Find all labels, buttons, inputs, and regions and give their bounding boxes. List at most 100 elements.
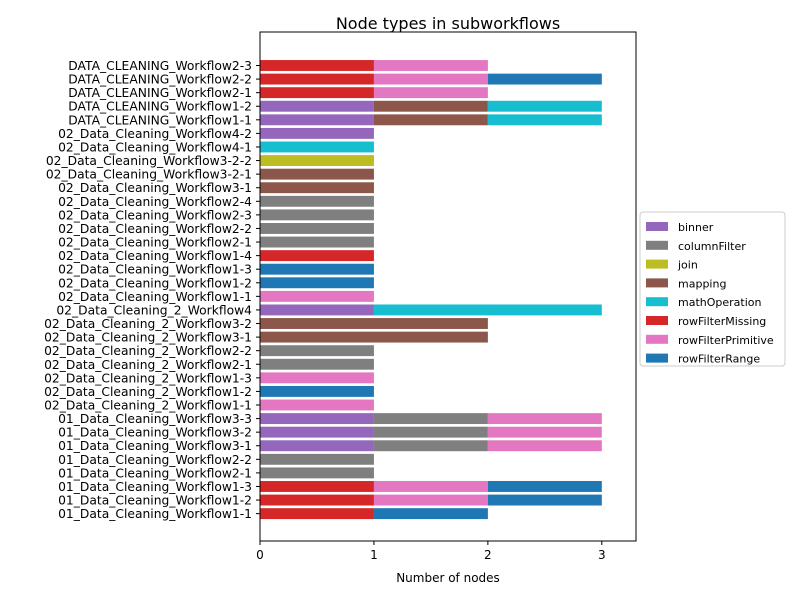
bar-segment <box>260 277 374 289</box>
legend: binner columnFilter join mapping mathOperati… <box>639 211 786 367</box>
bar-segment <box>260 304 374 316</box>
bar-segment <box>260 250 374 262</box>
legend-label: mathOperation <box>678 296 762 309</box>
bar-segment <box>487 426 602 438</box>
bar-segment <box>260 345 374 357</box>
bar-segment <box>373 508 488 520</box>
bar-segment <box>373 73 488 85</box>
bar-segment <box>260 263 374 275</box>
bar-segment <box>487 440 602 452</box>
x-tick-label: 1 <box>370 548 378 562</box>
legend-swatch <box>646 222 668 231</box>
bar-segment <box>260 127 374 139</box>
bar-segment <box>260 440 374 452</box>
bar-segment <box>373 426 488 438</box>
y-tick-label: 02_Data_Cleaning_2_Workflow1-3 <box>44 371 252 385</box>
y-tick-label: 02_Data_Cleaning_Workflow4-2 <box>58 127 252 141</box>
y-tick-label: 02_Data_Cleaning_Workflow4-1 <box>58 140 252 154</box>
y-tick-label: 02_Data_Cleaning_Workflow3-2-2 <box>46 154 252 168</box>
y-tick-label: 02_Data_Cleaning_Workflow2-3 <box>58 208 252 222</box>
y-tick-label: 02_Data_Cleaning_Workflow1-1 <box>58 290 252 304</box>
y-tick-label: DATA_CLEANING_Workflow2-3 <box>68 59 252 73</box>
y-tick-label: DATA_CLEANING_Workflow1-1 <box>68 113 252 127</box>
bar-segment <box>260 100 374 112</box>
bar-segment <box>373 481 488 492</box>
legend-swatch <box>646 297 668 307</box>
bar-segment <box>260 87 374 99</box>
bar-segment <box>260 481 374 492</box>
y-tick-label: 01_Data_Cleaning_Workflow3-3 <box>58 412 252 426</box>
legend-swatch <box>646 278 668 288</box>
bar-segment <box>373 114 488 126</box>
y-tick-label: 02_Data_Cleaning_2_Workflow1-1 <box>44 399 252 413</box>
bar-segment <box>373 87 488 99</box>
plot-frame <box>259 31 637 542</box>
bar-segment <box>373 494 488 506</box>
bar-segment <box>373 100 488 112</box>
bar-segment <box>260 60 374 71</box>
bar-segment <box>260 413 374 425</box>
y-tick-label: 01_Data_Cleaning_Workflow1-2 <box>58 494 252 508</box>
bar-segment <box>260 168 374 180</box>
y-tick-label: 02_Data_Cleaning_Workflow2-4 <box>58 195 252 209</box>
bar-segment <box>260 467 374 479</box>
legend-swatch <box>646 240 668 250</box>
bar-segment <box>260 331 488 343</box>
bar-segment <box>260 73 374 85</box>
bar-segment <box>260 318 488 329</box>
bar-segment <box>260 155 374 167</box>
y-tick-label: DATA_CLEANING_Workflow2-2 <box>68 73 252 87</box>
legend-swatch <box>646 353 668 363</box>
y-tick-label: DATA_CLEANING_Workflow2-1 <box>68 86 252 100</box>
bar-segment <box>260 358 374 370</box>
bar-segment <box>260 223 374 234</box>
legend-label: rowFilterMissing <box>678 315 766 328</box>
chart-title: Node types in subworkflows <box>336 14 560 33</box>
y-axis: DATA_CLEANING_Workflow2-3DATA_CLEANING_W… <box>44 59 260 521</box>
bar-segment <box>260 426 374 438</box>
y-tick-label: 01_Data_Cleaning_Workflow2-2 <box>58 453 252 467</box>
bar-segment <box>373 60 488 71</box>
y-tick-label: 01_Data_Cleaning_Workflow3-1 <box>58 439 252 453</box>
legend-label: binner <box>678 221 714 234</box>
y-tick-label: 02_Data_Cleaning_Workflow1-2 <box>58 276 252 290</box>
y-tick-label: 02_Data_Cleaning_2_Workflow1-2 <box>44 385 252 399</box>
x-axis: 0 1 2 3 <box>256 541 606 562</box>
x-tick-label: 3 <box>598 548 606 562</box>
y-tick-label: 02_Data_Cleaning_2_Workflow4 <box>56 303 252 317</box>
y-tick-label: 02_Data_Cleaning_Workflow3-2-1 <box>46 168 252 182</box>
bar-segment <box>260 141 374 153</box>
x-tick-label: 0 <box>256 548 264 562</box>
bar-segment <box>260 236 374 248</box>
bar-segment <box>260 114 374 126</box>
legend-label: rowFilterRange <box>678 353 760 366</box>
y-tick-label: DATA_CLEANING_Workflow1-2 <box>68 100 252 114</box>
bar-segment <box>260 290 374 302</box>
bar-segment <box>373 413 488 425</box>
legend-label: rowFilterPrimitive <box>678 334 774 347</box>
x-tick-label: 2 <box>484 548 492 562</box>
y-tick-label: 02_Data_Cleaning_2_Workflow2-1 <box>44 358 252 372</box>
bar-segment <box>487 413 602 425</box>
legend-swatch <box>646 259 668 269</box>
y-tick-label: 02_Data_Cleaning_Workflow2-1 <box>58 236 252 250</box>
bar-segment <box>260 508 374 520</box>
y-tick-label: 01_Data_Cleaning_Workflow1-3 <box>58 480 252 494</box>
y-tick-label: 01_Data_Cleaning_Workflow3-2 <box>58 426 252 440</box>
bar-segment <box>487 100 602 112</box>
bar-segment <box>260 399 374 411</box>
bar-segment <box>260 453 374 465</box>
y-tick-label: 02_Data_Cleaning_2_Workflow3-2 <box>44 317 252 331</box>
y-tick-label: 02_Data_Cleaning_2_Workflow3-1 <box>44 331 252 345</box>
bar-segment <box>487 481 602 492</box>
bar-segment <box>260 372 374 384</box>
bar-segment <box>260 494 374 506</box>
bar-segment <box>260 182 374 194</box>
bar-segment <box>373 440 488 452</box>
bar-segment <box>487 114 602 126</box>
bar-segment <box>260 195 374 207</box>
legend-label: columnFilter <box>678 240 746 253</box>
legend-swatch <box>646 334 668 344</box>
y-tick-label: 02_Data_Cleaning_Workflow1-4 <box>58 249 252 263</box>
